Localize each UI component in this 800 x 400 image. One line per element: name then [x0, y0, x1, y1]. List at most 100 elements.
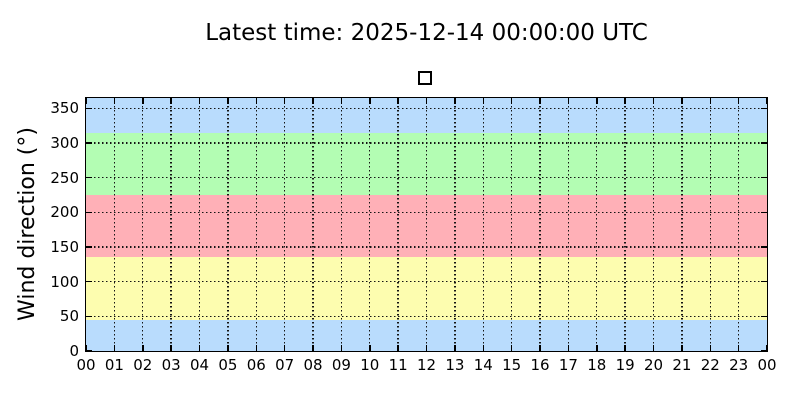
plot-area — [85, 97, 768, 352]
x-tick-mark — [624, 345, 626, 351]
x-tick-label: 22 — [700, 356, 720, 374]
x-tick-mark — [737, 345, 740, 351]
x-tick-mark — [766, 98, 768, 104]
y-tick-label: 200 — [50, 203, 79, 222]
x-tick-mark — [454, 98, 456, 104]
y-tick-mark — [86, 246, 92, 248]
x-tick-mark — [85, 345, 87, 351]
x-tick-mark — [510, 345, 513, 351]
y-tick-mark — [86, 107, 92, 110]
x-tick-label: 13 — [445, 356, 465, 374]
x-gridline — [737, 98, 740, 351]
x-gridline — [709, 98, 711, 351]
x-tick-mark — [482, 98, 484, 104]
x-tick-label: 09 — [331, 356, 351, 374]
x-tick-mark — [737, 98, 740, 104]
chart-title: Latest time: 2025-12-14 00:00:00 UTC — [205, 20, 648, 46]
x-tick-label: 04 — [189, 356, 210, 374]
x-tick-mark — [227, 98, 229, 104]
x-gridline — [539, 98, 541, 351]
x-gridline — [369, 98, 371, 351]
x-gridline — [652, 98, 655, 351]
x-tick-mark — [340, 345, 343, 351]
x-gridline — [283, 98, 286, 351]
y-tick-mark — [761, 211, 767, 214]
y-tick-mark — [86, 176, 92, 179]
x-gridline — [142, 98, 144, 351]
x-gridline — [681, 98, 683, 351]
x-gridline — [425, 98, 428, 351]
x-tick-label: 12 — [416, 356, 437, 374]
x-gridline — [170, 98, 172, 351]
x-tick-label: 00 — [757, 356, 777, 374]
y-tick-mark — [761, 142, 767, 144]
x-tick-mark — [142, 98, 144, 104]
x-tick-mark — [113, 345, 116, 351]
y-tick-mark — [86, 315, 92, 318]
x-gridline — [482, 98, 484, 351]
x-tick-mark — [397, 345, 399, 351]
x-tick-mark — [142, 345, 144, 351]
x-tick-mark — [539, 98, 541, 104]
x-gridline — [510, 98, 513, 351]
x-tick-label: 19 — [615, 356, 635, 374]
y-tick-label: 0 — [69, 342, 79, 360]
x-tick-label: 18 — [587, 356, 607, 374]
x-tick-label: 01 — [104, 356, 124, 374]
x-tick-mark — [652, 345, 655, 351]
y-tick-mark — [761, 107, 767, 110]
x-tick-mark — [539, 345, 541, 351]
y-tick-mark — [761, 350, 767, 352]
x-gridline — [255, 98, 257, 351]
x-gridline — [567, 98, 570, 351]
y-tick-label: 150 — [50, 238, 79, 257]
x-tick-label: 02 — [133, 356, 153, 374]
x-tick-mark — [369, 345, 371, 351]
x-tick-mark — [681, 98, 683, 104]
y-tick-mark — [761, 280, 767, 283]
x-tick-mark — [709, 345, 711, 351]
y-tick-label: 250 — [50, 168, 79, 187]
x-tick-label: 14 — [473, 356, 493, 374]
x-tick-mark — [283, 98, 286, 104]
x-tick-mark — [255, 345, 257, 351]
y-tick-label: 50 — [59, 307, 79, 326]
x-tick-label: 11 — [388, 356, 408, 374]
x-gridline — [596, 98, 598, 351]
x-tick-mark — [624, 98, 626, 104]
x-tick-mark — [255, 98, 257, 104]
x-tick-label: 08 — [303, 356, 323, 374]
x-tick-mark — [227, 345, 229, 351]
x-tick-mark — [340, 98, 343, 104]
x-gridline — [624, 98, 626, 351]
x-tick-mark — [596, 98, 598, 104]
x-tick-mark — [681, 345, 683, 351]
x-tick-mark — [425, 345, 428, 351]
x-gridline — [312, 98, 314, 351]
x-tick-mark — [596, 345, 598, 351]
x-tick-mark — [198, 345, 201, 351]
x-tick-mark — [312, 345, 314, 351]
x-tick-mark — [510, 98, 513, 104]
x-tick-mark — [283, 345, 286, 351]
y-tick-label: 300 — [50, 134, 79, 153]
x-tick-mark — [425, 98, 428, 104]
x-tick-label: 03 — [161, 356, 181, 374]
y-tick-mark — [86, 211, 92, 214]
x-gridline — [227, 98, 229, 351]
x-tick-label: 15 — [502, 356, 522, 374]
x-tick-mark — [198, 98, 201, 104]
y-tick-mark — [761, 246, 767, 248]
x-tick-label: 17 — [558, 356, 578, 374]
x-tick-mark — [766, 345, 768, 351]
y-tick-mark — [86, 142, 92, 144]
x-tick-mark — [170, 98, 172, 104]
x-tick-mark — [397, 98, 399, 104]
x-tick-label: 10 — [360, 356, 380, 374]
x-tick-mark — [709, 98, 711, 104]
y-tick-label: 100 — [50, 272, 79, 291]
legend-open-square-marker — [418, 71, 432, 85]
y-tick-mark — [86, 350, 92, 352]
x-tick-label: 07 — [275, 356, 295, 374]
